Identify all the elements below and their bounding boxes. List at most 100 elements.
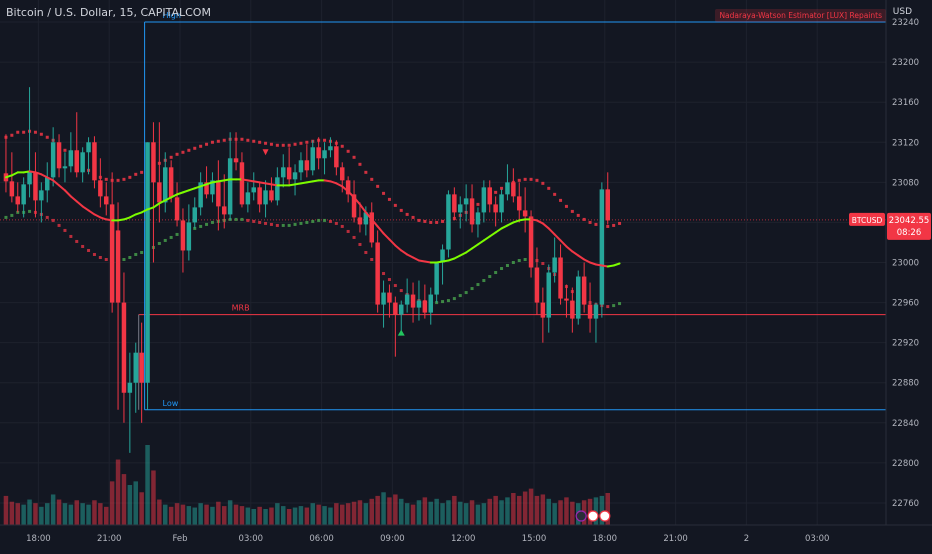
envelope-lower-dot — [275, 223, 279, 227]
y-tick-label: 22880 — [892, 379, 919, 389]
indicator-label[interactable]: Nadaraya-Watson Estimator [LUX] Repaints — [715, 9, 886, 22]
currency-label[interactable]: USD — [892, 7, 912, 17]
candle-body — [440, 249, 445, 263]
envelope-lower-dot — [287, 223, 291, 227]
envelope-lower-dot — [446, 299, 450, 303]
volume-bar — [157, 499, 162, 525]
volume-bar — [440, 503, 445, 525]
volume-bar — [540, 494, 546, 525]
candle-body — [163, 167, 168, 203]
volume-bar — [481, 503, 487, 525]
estimator-segment — [58, 184, 66, 192]
volume-bar — [104, 506, 109, 525]
x-tick-label: 21:00 — [663, 534, 688, 544]
volume-bar — [27, 499, 32, 525]
envelope-lower-dot — [382, 272, 386, 276]
volume-bar — [292, 507, 298, 525]
envelope-upper-dot — [476, 202, 480, 206]
volume-bar — [345, 503, 351, 525]
volume-bar — [109, 481, 115, 525]
envelope-upper-dot — [405, 212, 409, 216]
volume-bar — [115, 459, 121, 525]
envelope-upper-dot — [293, 142, 297, 146]
candle-body — [369, 212, 374, 243]
candle-body — [587, 304, 593, 319]
envelope-lower-dot — [328, 219, 332, 223]
envelope-upper-dot — [222, 138, 226, 142]
envelope-upper-dot — [441, 219, 445, 223]
y-tick-label: 22920 — [892, 339, 919, 349]
envelope-upper-dot — [435, 220, 439, 224]
candle-body — [316, 147, 321, 159]
envelope-upper-dot — [417, 218, 421, 222]
volume-bar — [322, 506, 327, 525]
envelope-lower-dot — [210, 220, 214, 224]
symbol-title[interactable]: Bitcoin / U.S. Dollar, 15, CAPITALCOM — [6, 6, 211, 19]
envelope-upper-dot — [352, 155, 356, 159]
envelope-upper-dot — [612, 223, 616, 227]
envelope-lower-dot — [81, 244, 85, 248]
candle-body — [552, 257, 557, 273]
price-tag-value: 23042.55 — [889, 216, 930, 226]
volume-bar — [446, 500, 451, 525]
envelope-upper-dot — [10, 133, 14, 137]
estimator-segment — [453, 254, 462, 260]
x-tick-label: 09:00 — [380, 534, 405, 544]
estimator-segment — [506, 221, 515, 227]
candle-body — [233, 158, 239, 163]
estimator-segment — [63, 189, 72, 198]
estimator-segment — [40, 173, 49, 179]
volume-bar — [357, 500, 363, 525]
candle-body — [239, 162, 245, 205]
candle-body — [56, 142, 62, 169]
envelope-lower-dot — [511, 261, 515, 265]
estimator-segment — [589, 261, 597, 266]
estimator-segment — [140, 208, 149, 214]
envelope-upper-dot — [553, 192, 557, 196]
candle-body — [534, 267, 540, 303]
volume-bar — [469, 500, 475, 525]
volume-bar — [174, 503, 180, 525]
envelope-lower-dot — [452, 297, 456, 301]
estimator-segment — [4, 174, 13, 179]
y-tick-label: 23240 — [892, 18, 919, 28]
estimator-segment — [553, 233, 562, 242]
candle-body — [50, 142, 56, 178]
estimator-segment — [347, 190, 356, 199]
candle-body — [351, 194, 357, 218]
estimator-segment — [341, 185, 350, 193]
envelope-upper-dot — [582, 217, 586, 221]
candle-body — [216, 180, 221, 207]
volume-bar — [39, 506, 44, 525]
volume-bar — [222, 506, 227, 525]
candle-body — [104, 196, 109, 205]
envelope-upper-dot — [269, 142, 273, 146]
candle-body — [204, 182, 209, 195]
price-tag-countdown: 08:26 — [897, 228, 922, 238]
candle-body — [322, 150, 327, 159]
volume-bar — [505, 497, 510, 525]
envelope-upper-dot — [382, 191, 386, 195]
envelope-upper-dot — [252, 139, 256, 143]
envelope-upper-dot — [199, 144, 203, 148]
estimator-segment — [93, 213, 102, 219]
envelope-lower-dot — [246, 218, 250, 222]
envelope-lower-dot — [612, 304, 616, 308]
estimator-segment — [577, 254, 586, 261]
volume-bar — [127, 485, 133, 525]
estimator-segment — [583, 258, 592, 264]
envelope-lower-dot — [317, 218, 321, 222]
estimator-segment — [447, 257, 456, 262]
candle-body — [286, 167, 292, 180]
volume-bar — [522, 491, 528, 525]
candle-body — [133, 352, 138, 383]
estimator-segment — [541, 222, 550, 230]
envelope-lower-dot — [134, 252, 138, 256]
envelope-lower-dot — [252, 219, 256, 223]
envelope-lower-dot — [393, 284, 397, 288]
envelope-lower-dot — [169, 235, 173, 239]
volume-bar — [45, 503, 50, 525]
x-tick-label: 15:00 — [522, 534, 547, 544]
